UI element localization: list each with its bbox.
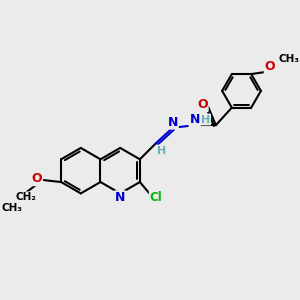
Text: O: O [32,172,42,185]
Text: Cl: Cl [150,191,163,205]
Text: CH₂: CH₂ [16,192,37,202]
Text: O: O [197,98,208,111]
Text: O: O [265,60,275,73]
Text: H: H [157,146,166,155]
Text: CH₃: CH₃ [278,54,299,64]
Text: H: H [201,115,210,124]
Text: N: N [167,116,178,129]
Text: N: N [115,191,125,204]
Text: CH₃: CH₃ [2,203,22,213]
Text: N: N [189,113,200,126]
